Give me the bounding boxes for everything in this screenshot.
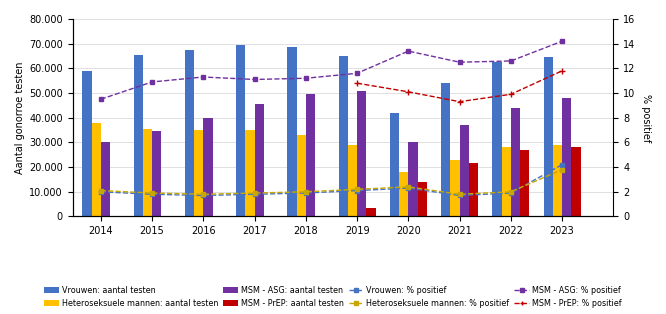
Bar xyxy=(101,143,110,216)
Bar xyxy=(83,71,92,216)
Bar xyxy=(338,56,348,216)
Bar xyxy=(152,131,161,216)
Bar xyxy=(254,104,264,216)
Y-axis label: Aantal gonorroe testen: Aantal gonorroe testen xyxy=(15,62,25,174)
Bar xyxy=(194,130,203,216)
Bar xyxy=(390,113,399,216)
Bar xyxy=(469,163,478,216)
Bar xyxy=(236,45,245,216)
Bar xyxy=(92,123,101,216)
Legend: Vrouwen: aantal testen, Heteroseksuele mannen: aantal testen, MSM - ASG: aantal : Vrouwen: aantal testen, Heteroseksuele m… xyxy=(42,283,624,310)
Bar xyxy=(571,147,581,216)
Bar xyxy=(399,172,408,216)
Bar xyxy=(441,83,450,216)
Bar xyxy=(501,147,511,216)
Bar xyxy=(296,135,306,216)
Bar xyxy=(306,94,315,216)
Bar xyxy=(288,47,296,216)
Bar xyxy=(492,62,501,216)
Bar xyxy=(134,55,143,216)
Bar xyxy=(543,57,553,216)
Bar xyxy=(450,160,460,216)
Bar xyxy=(245,130,254,216)
Bar xyxy=(460,125,469,216)
Bar xyxy=(553,145,562,216)
Bar xyxy=(348,145,357,216)
Bar xyxy=(357,90,366,216)
Bar xyxy=(511,108,520,216)
Bar xyxy=(366,208,376,216)
Bar xyxy=(185,50,194,216)
Bar xyxy=(520,150,529,216)
Bar xyxy=(203,118,212,216)
Bar xyxy=(143,129,152,216)
Y-axis label: % positief: % positief xyxy=(641,94,651,142)
Bar xyxy=(562,98,571,216)
Bar xyxy=(418,182,427,216)
Bar xyxy=(408,143,418,216)
